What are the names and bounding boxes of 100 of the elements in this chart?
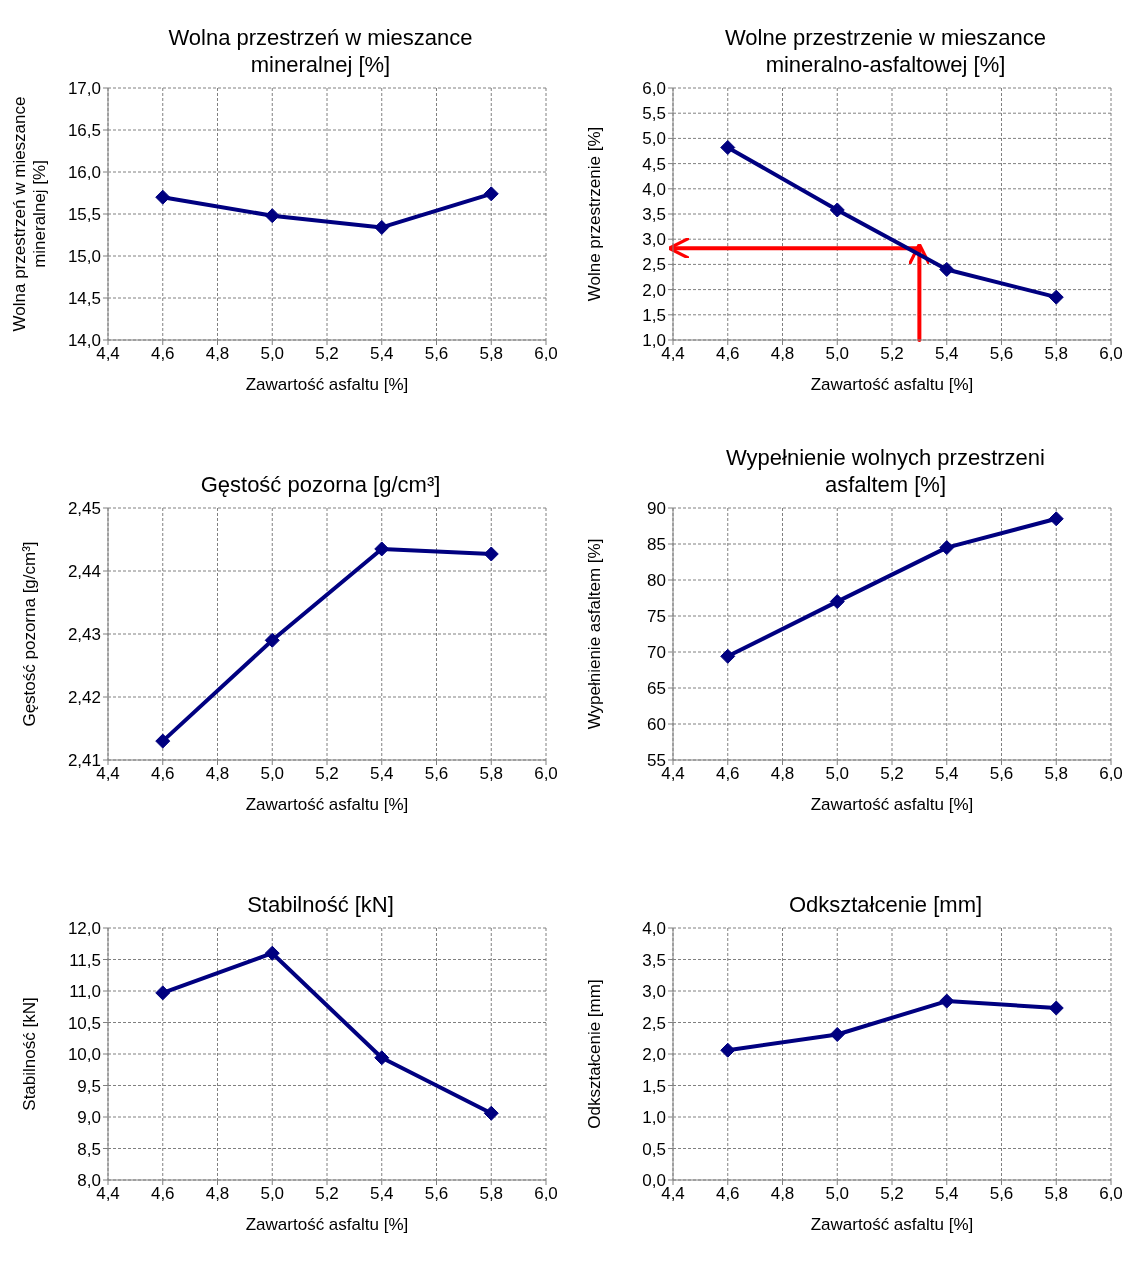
y-tick-label: 2,5 — [642, 1013, 666, 1033]
x-tick-label: 5,4 — [369, 764, 394, 784]
point — [939, 993, 955, 1009]
y-tick-label: 85 — [647, 535, 666, 555]
y-tick-label: 10,0 — [67, 1045, 101, 1065]
x-tick-label: 4,6 — [715, 764, 740, 784]
y-tick-label: 11,5 — [69, 950, 101, 970]
x-tick-label: 5,8 — [479, 1184, 504, 1204]
chart-title: Wolne przestrzenie w mieszance mineralno-asfaltowej [%] — [723, 24, 1048, 78]
x-tick-label: 4,6 — [150, 344, 175, 364]
point — [720, 648, 736, 664]
y-tick-label: 3,5 — [642, 950, 666, 970]
x-axis-title: Zawartość asfaltu [%] — [245, 1215, 409, 1234]
x-tick-label: 6,0 — [534, 1184, 558, 1204]
y-tick-label: 2,43 — [67, 625, 101, 645]
y-tick-label: 75 — [647, 607, 666, 627]
y-tick-label: 16,0 — [67, 163, 101, 183]
y-tick-label: 2,5 — [642, 255, 666, 275]
y-tick-label: 60 — [647, 715, 666, 735]
point — [1048, 1000, 1064, 1016]
x-tick-label: 5,8 — [479, 764, 504, 784]
x-tick-label: 5,4 — [369, 344, 394, 364]
point — [829, 594, 845, 610]
x-tick-label: 5,4 — [934, 344, 959, 364]
y-axis-title: Wolna przestrzeń w mieszance mineralnej [%] — [10, 96, 49, 332]
x-tick-label: 5,8 — [479, 344, 504, 364]
y-tick-label: 4,0 — [642, 919, 666, 939]
x-tick-label: 5,6 — [989, 344, 1014, 364]
y-tick-label: 3,0 — [642, 230, 666, 250]
point — [483, 546, 499, 562]
point — [720, 1042, 736, 1058]
y-tick-label: 9,5 — [77, 1076, 101, 1096]
x-tick-label: 5,0 — [260, 344, 285, 364]
chart-title: Stabilność [kN] — [247, 891, 394, 918]
x-axis-title: Zawartość asfaltu [%] — [810, 795, 974, 814]
y-tick-label: 2,42 — [67, 688, 101, 708]
y-tick-label: 2,45 — [67, 499, 101, 519]
x-tick-label: 6,0 — [1099, 1184, 1123, 1204]
y-tick-label: 14,5 — [67, 289, 101, 309]
x-tick-label: 6,0 — [534, 764, 558, 784]
x-axis-title: Zawartość asfaltu [%] — [245, 375, 409, 394]
y-tick-label: 17,0 — [67, 79, 101, 99]
y-tick-label: 9,0 — [77, 1108, 101, 1128]
x-tick-label: 5,2 — [880, 344, 904, 364]
point — [829, 202, 845, 218]
y-tick-label: 10,5 — [67, 1013, 101, 1033]
y-tick-label: 5,5 — [642, 104, 666, 124]
y-tick-label: 4,0 — [642, 179, 666, 199]
x-tick-label: 5,8 — [1044, 344, 1069, 364]
point — [483, 186, 499, 202]
y-tick-label: 70 — [647, 643, 666, 663]
y-tick-label: 5,0 — [642, 129, 666, 149]
y-tick-label: 65 — [647, 679, 666, 699]
point — [939, 261, 955, 277]
x-tick-label: 6,0 — [534, 344, 558, 364]
point — [155, 985, 171, 1001]
x-tick-label: 4,8 — [770, 764, 795, 784]
x-tick-label: 5,6 — [989, 764, 1014, 784]
y-tick-label: 15,0 — [67, 247, 101, 267]
y-tick-label: 1,0 — [642, 1108, 666, 1128]
x-tick-label: 5,6 — [424, 344, 449, 364]
point — [374, 1050, 390, 1066]
x-tick-label: 5,2 — [880, 1184, 904, 1204]
y-tick-label: 11,0 — [69, 982, 101, 1002]
x-axis-title: Zawartość asfaltu [%] — [810, 375, 974, 394]
x-tick-label: 4,8 — [205, 1184, 230, 1204]
x-tick-label: 4,6 — [150, 764, 175, 784]
x-tick-label: 6,0 — [1099, 764, 1123, 784]
y-axis-title: Stabilność [kN] — [20, 997, 39, 1111]
x-axis-title: Zawartość asfaltu [%] — [245, 795, 409, 814]
x-tick-label: 5,4 — [934, 1184, 959, 1204]
x-tick-label: 5,2 — [880, 764, 904, 784]
y-tick-label: 8,5 — [77, 1139, 101, 1159]
x-tick-label: 5,0 — [825, 344, 850, 364]
point — [1048, 511, 1064, 527]
y-tick-label: 2,44 — [67, 562, 101, 582]
y-tick-label: 3,0 — [642, 982, 666, 1002]
y-tick-label: 15,5 — [67, 205, 101, 225]
x-tick-label: 5,6 — [424, 764, 449, 784]
x-tick-label: 4,6 — [150, 1184, 175, 1204]
x-tick-label: 5,8 — [1044, 1184, 1069, 1204]
point — [939, 540, 955, 556]
x-tick-label: 5,2 — [315, 1184, 339, 1204]
point — [374, 541, 390, 557]
x-axis-title: Zawartość asfaltu [%] — [810, 1215, 974, 1234]
chart-title: Gęstość pozorna [g/cm³] — [200, 471, 441, 498]
x-tick-label: 4,8 — [770, 344, 795, 364]
point — [829, 1026, 845, 1042]
x-tick-label: 5,0 — [260, 764, 285, 784]
x-tick-label: 5,0 — [260, 1184, 285, 1204]
y-axis-title: Odkształcenie [mm] — [585, 979, 604, 1129]
y-tick-label: 90 — [647, 499, 666, 519]
x-tick-label: 4,6 — [715, 1184, 740, 1204]
x-tick-label: 5,6 — [424, 1184, 449, 1204]
point — [155, 189, 171, 205]
x-tick-label: 4,8 — [205, 764, 230, 784]
y-axis-title: Wolne przestrzenie [%] — [585, 126, 604, 302]
x-tick-label: 4,6 — [715, 344, 740, 364]
x-tick-label: 4,8 — [770, 1184, 795, 1204]
y-tick-label: 6,0 — [642, 79, 666, 99]
